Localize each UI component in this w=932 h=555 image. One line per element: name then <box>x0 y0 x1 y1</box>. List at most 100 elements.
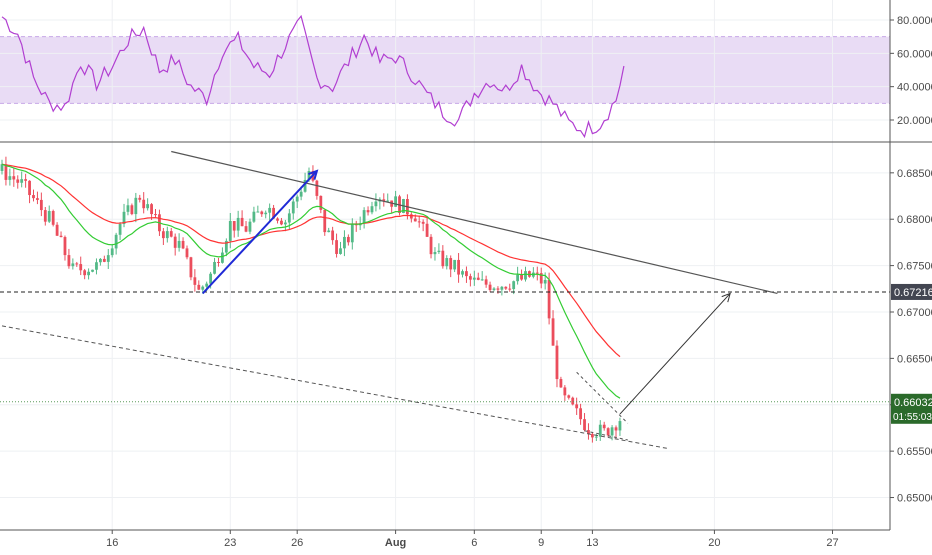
candle-body[interactable] <box>83 270 87 276</box>
ema-slow-line[interactable] <box>1 163 621 358</box>
candle-body[interactable] <box>63 237 67 256</box>
candle-body[interactable] <box>346 236 350 243</box>
candle-body[interactable] <box>472 277 476 280</box>
candle-body[interactable] <box>413 218 417 222</box>
candle-body[interactable] <box>370 206 374 213</box>
candle-body[interactable] <box>20 179 24 183</box>
candle-body[interactable] <box>181 240 185 249</box>
candle-body[interactable] <box>508 288 512 290</box>
candle-body[interactable] <box>559 379 563 388</box>
candle-body[interactable] <box>32 195 35 199</box>
candle-body[interactable] <box>138 197 142 200</box>
candle-body[interactable] <box>512 281 516 290</box>
candle-body[interactable] <box>75 263 79 265</box>
candle-body[interactable] <box>602 424 606 429</box>
candle-body[interactable] <box>260 211 264 215</box>
candle-body[interactable] <box>468 276 472 280</box>
upper-trendline[interactable] <box>171 150 778 295</box>
candle-body[interactable] <box>327 230 331 233</box>
candle-body[interactable] <box>516 274 520 282</box>
candle-body[interactable] <box>331 230 335 241</box>
candle-body[interactable] <box>173 236 177 248</box>
candle-body[interactable] <box>303 179 307 192</box>
candle-body[interactable] <box>47 211 51 222</box>
candle-body[interactable] <box>453 259 457 270</box>
candle-body[interactable] <box>425 223 429 237</box>
candle-body[interactable] <box>134 197 138 215</box>
candle-body[interactable] <box>319 195 323 210</box>
candle-body[interactable] <box>122 211 126 224</box>
candle-body[interactable] <box>193 277 197 285</box>
wedge-lower-line[interactable] <box>584 430 628 441</box>
impulse-arrow[interactable] <box>202 170 318 295</box>
candle-body[interactable] <box>433 252 437 255</box>
candle-body[interactable] <box>36 198 39 200</box>
candle-body[interactable] <box>484 279 488 285</box>
candle-body[interactable] <box>197 284 201 290</box>
candle-body[interactable] <box>323 209 327 233</box>
candle-body[interactable] <box>256 211 260 213</box>
level-price-tag[interactable] <box>891 283 932 300</box>
candle-body[interactable] <box>146 204 150 209</box>
candle-body[interactable] <box>543 279 547 284</box>
candle-body[interactable] <box>185 248 189 258</box>
candle-body[interactable] <box>177 240 181 248</box>
candle-body[interactable] <box>24 179 28 181</box>
candle-body[interactable] <box>248 221 252 232</box>
candle-body[interactable] <box>232 221 236 231</box>
candle-body[interactable] <box>268 207 272 213</box>
lower-channel-line[interactable] <box>1 325 668 449</box>
candle-body[interactable] <box>500 286 504 290</box>
candle-body[interactable] <box>457 259 460 275</box>
candle-body[interactable] <box>118 223 122 235</box>
candle-body[interactable] <box>409 214 413 219</box>
candle-body[interactable] <box>287 213 291 223</box>
candle-body[interactable] <box>587 430 590 435</box>
candle-body[interactable] <box>291 201 295 214</box>
candle-body[interactable] <box>205 283 209 287</box>
candle-body[interactable] <box>55 224 59 236</box>
wedge-upper-line[interactable] <box>576 371 629 424</box>
candle-body[interactable] <box>618 421 622 431</box>
candle-body[interactable] <box>51 211 55 225</box>
candle-body[interactable] <box>449 258 453 270</box>
candle-body[interactable] <box>201 286 205 290</box>
candle-body[interactable] <box>252 211 256 222</box>
candle-body[interactable] <box>555 345 559 380</box>
candle-body[interactable] <box>480 279 484 281</box>
candle-body[interactable] <box>429 236 433 255</box>
candle-body[interactable] <box>59 235 63 238</box>
candle-body[interactable] <box>382 199 386 202</box>
candle-body[interactable] <box>567 395 571 398</box>
candle-body[interactable] <box>421 221 425 224</box>
candle-body[interactable] <box>150 204 153 215</box>
candle-body[interactable] <box>386 200 390 202</box>
candle-body[interactable] <box>276 218 279 221</box>
candle-body[interactable] <box>280 220 283 225</box>
candle-body[interactable] <box>87 271 90 276</box>
candle-body[interactable] <box>16 179 20 183</box>
candle-body[interactable] <box>28 180 31 196</box>
candle-body[interactable] <box>437 250 441 253</box>
candle-body[interactable] <box>417 221 421 223</box>
candle-body[interactable] <box>374 201 378 207</box>
candle-body[interactable] <box>71 263 75 267</box>
candle-body[interactable] <box>598 424 602 437</box>
candle-body[interactable] <box>492 288 496 291</box>
candle-body[interactable] <box>339 248 342 254</box>
candle-body[interactable] <box>4 164 8 180</box>
candle-body[interactable] <box>114 234 118 249</box>
candle-body[interactable] <box>8 176 12 180</box>
candle-body[interactable] <box>221 252 224 263</box>
candle-body[interactable] <box>110 248 114 256</box>
candle-body[interactable] <box>39 199 43 211</box>
candle-body[interactable] <box>465 271 468 277</box>
candle-body[interactable] <box>213 261 216 274</box>
candle-body[interactable] <box>579 408 582 420</box>
candle-body[interactable] <box>504 286 508 289</box>
candle-body[interactable] <box>445 258 449 267</box>
candle-body[interactable] <box>441 250 445 267</box>
candle-body[interactable] <box>583 419 586 431</box>
candle-body[interactable] <box>79 264 83 271</box>
